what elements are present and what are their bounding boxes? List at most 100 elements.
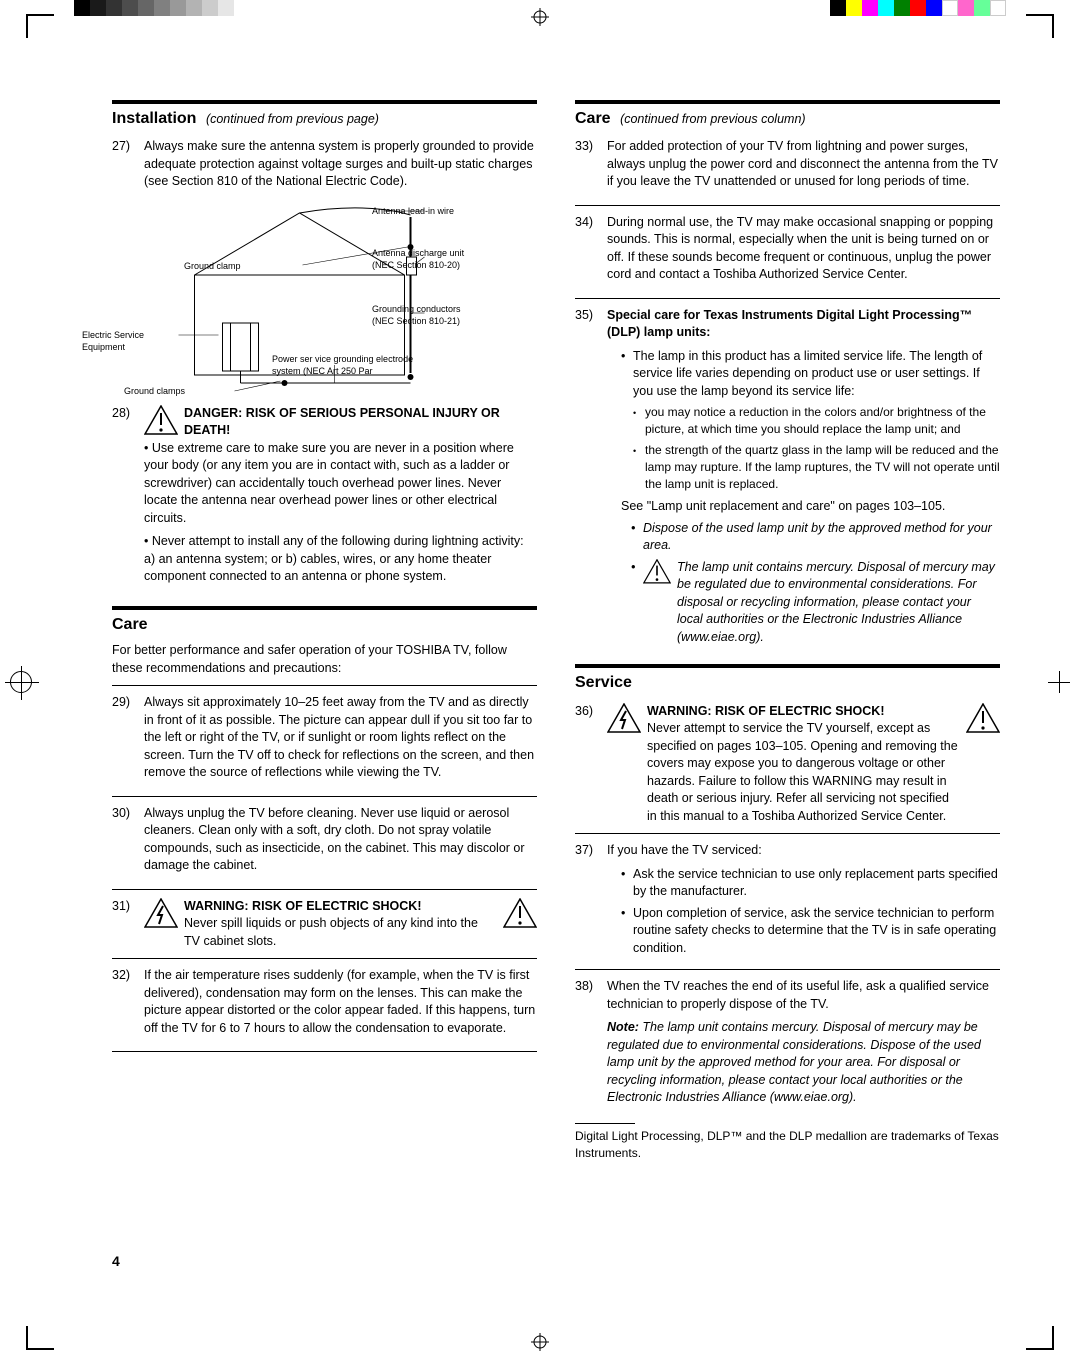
item-37-b2: Upon completion of service, ask the serv… [621, 905, 1000, 958]
item-35-it1: Dispose of the used lamp unit by the app… [631, 520, 1000, 555]
item-37-intro: If you have the TV serviced: [607, 842, 1000, 860]
registration-cross-bottom-icon [531, 1333, 549, 1357]
warning-triangle-icon [144, 405, 178, 435]
care-title: Care [112, 616, 148, 633]
item-37-b1: Ask the service technician to use only r… [621, 866, 1000, 901]
installation-heading: Installation (continued from previous pa… [112, 100, 537, 130]
item-28-p1: • Use extreme care to make sure you are … [144, 440, 537, 528]
item-number: 29) [112, 694, 144, 788]
item-31-text: Never spill liquids or push objects of a… [184, 916, 478, 948]
item-35: 35) Special care for Texas Instruments D… [575, 307, 1000, 650]
divider [112, 1051, 537, 1052]
color-swatch-bar [830, 0, 1006, 16]
item-35-b1: The lamp in this product has a limited s… [621, 348, 1000, 401]
diagram-label-clamps2: Ground clamps [124, 385, 185, 398]
divider [575, 833, 1000, 834]
item-31: 31) WARNING: RISK OF ELECTRIC SHOCK! Nev… [112, 898, 537, 951]
item-number: 30) [112, 805, 144, 881]
item-36: 36) WARNING: RISK OF ELECTRIC SHOCK! Nev… [575, 703, 1000, 826]
printer-registration-bar [0, 0, 1080, 26]
footnote-rule [575, 1123, 635, 1124]
item-28-p2: • Never attempt to install any of the fo… [144, 533, 537, 586]
care-heading-right: Care (continued from previous column) [575, 100, 1000, 130]
divider [575, 969, 1000, 970]
care-intro: For better performance and safer operati… [112, 642, 537, 677]
care-title-right: Care [575, 110, 611, 127]
divider [112, 958, 537, 959]
item-36-title: WARNING: RISK OF ELECTRIC SHOCK! [647, 704, 885, 718]
item-35-title: Special care for Texas Instruments Digit… [607, 307, 1000, 342]
item-37: 37) If you have the TV serviced: Ask the… [575, 842, 1000, 961]
item-27-text: Always make sure the antenna system is p… [144, 138, 537, 191]
diagram-label-ese: Electric Service Equipment [82, 329, 162, 354]
item-number: 36) [575, 703, 607, 826]
item-number: 34) [575, 214, 607, 290]
item-32-text: If the air temperature rises suddenly (f… [144, 967, 537, 1037]
divider [575, 298, 1000, 299]
installation-continued: (continued from previous page) [206, 112, 379, 126]
warning-triangle-icon [966, 703, 1000, 733]
item-number: 35) [575, 307, 607, 650]
warning-triangle-icon [643, 559, 671, 584]
crop-mark-tr [1026, 14, 1054, 38]
crop-mark-tl [26, 14, 54, 38]
diagram-label-ground-clamp: Ground clamp [184, 260, 241, 273]
item-number: 33) [575, 138, 607, 197]
divider [575, 205, 1000, 206]
shock-triangle-icon [607, 703, 641, 733]
item-35-it2: The lamp unit contains mercury. Disposal… [677, 559, 1000, 647]
care-continued: (continued from previous column) [620, 112, 806, 126]
registration-mark-left-icon [10, 671, 32, 693]
antenna-grounding-diagram: Antenna lead-in wire Antenna discharge u… [112, 205, 537, 397]
care-heading-left: Care [112, 606, 537, 636]
service-heading: Service [575, 664, 1000, 694]
item-number: 38) [575, 978, 607, 1113]
crop-mark-bl [26, 1326, 54, 1350]
item-35-see: See "Lamp unit replacement and care" on … [621, 498, 1000, 516]
registration-mark-right-icon [1048, 671, 1070, 693]
item-32: 32) If the air temperature rises suddenl… [112, 967, 537, 1043]
diagram-label-leadin: Antenna lead-in wire [372, 205, 454, 218]
item-number: 32) [112, 967, 144, 1043]
item-30-text: Always unplug the TV before cleaning. Ne… [144, 805, 537, 875]
warning-triangle-icon [503, 898, 537, 928]
item-number: 37) [575, 842, 607, 961]
item-number: 27) [112, 138, 144, 197]
item-38-note: The lamp unit contains mercury. Disposal… [607, 1020, 981, 1104]
service-title: Service [575, 674, 632, 691]
divider [112, 889, 537, 890]
item-38-text: When the TV reaches the end of its usefu… [607, 978, 1000, 1013]
footnote-text: Digital Light Processing, DLP™ and the D… [575, 1128, 1000, 1162]
item-35-sb1: you may notice a reduction in the colors… [633, 404, 1000, 438]
registration-cross-top-icon [531, 8, 549, 32]
item-30: 30) Always unplug the TV before cleaning… [112, 805, 537, 881]
item-29: 29) Always sit approximately 10–25 feet … [112, 694, 537, 788]
item-number: 31) [112, 898, 144, 951]
diagram-label-conductors: Grounding conductors (NEC Section 810-21… [372, 303, 482, 328]
divider [112, 685, 537, 686]
item-33-text: For added protection of your TV from lig… [607, 138, 1000, 191]
item-38: 38) When the TV reaches the end of its u… [575, 978, 1000, 1113]
item-28: 28) DANGER: RISK OF SERIOUS PERSONAL INJ… [112, 405, 537, 592]
diagram-label-discharge: Antenna discharge unit (NEC Section 810-… [372, 247, 482, 272]
item-29-text: Always sit approximately 10–25 feet away… [144, 694, 537, 782]
page-number: 4 [112, 1252, 120, 1272]
shock-triangle-icon [144, 898, 178, 928]
item-36-text: Never attempt to service the TV yourself… [647, 721, 958, 823]
item-28-title: DANGER: RISK OF SERIOUS PERSONAL INJURY … [184, 406, 500, 438]
left-column: Installation (continued from previous pa… [112, 100, 537, 1244]
gray-swatch-bar [74, 0, 234, 16]
item-38-note-label: Note: [607, 1020, 639, 1034]
item-27: 27) Always make sure the antenna system … [112, 138, 537, 197]
crop-mark-br [1026, 1326, 1054, 1350]
installation-title: Installation [112, 110, 196, 127]
item-number: 28) [112, 405, 144, 592]
item-31-title: WARNING: RISK OF ELECTRIC SHOCK! [184, 899, 422, 913]
item-34-text: During normal use, the TV may make occas… [607, 214, 1000, 284]
item-33: 33) For added protection of your TV from… [575, 138, 1000, 197]
item-34: 34) During normal use, the TV may make o… [575, 214, 1000, 290]
diagram-label-power: Power ser vice grounding electrode syste… [272, 353, 432, 378]
divider [112, 796, 537, 797]
page-content: Installation (continued from previous pa… [112, 100, 1000, 1244]
item-35-sb2: the strength of the quartz glass in the … [633, 442, 1000, 492]
